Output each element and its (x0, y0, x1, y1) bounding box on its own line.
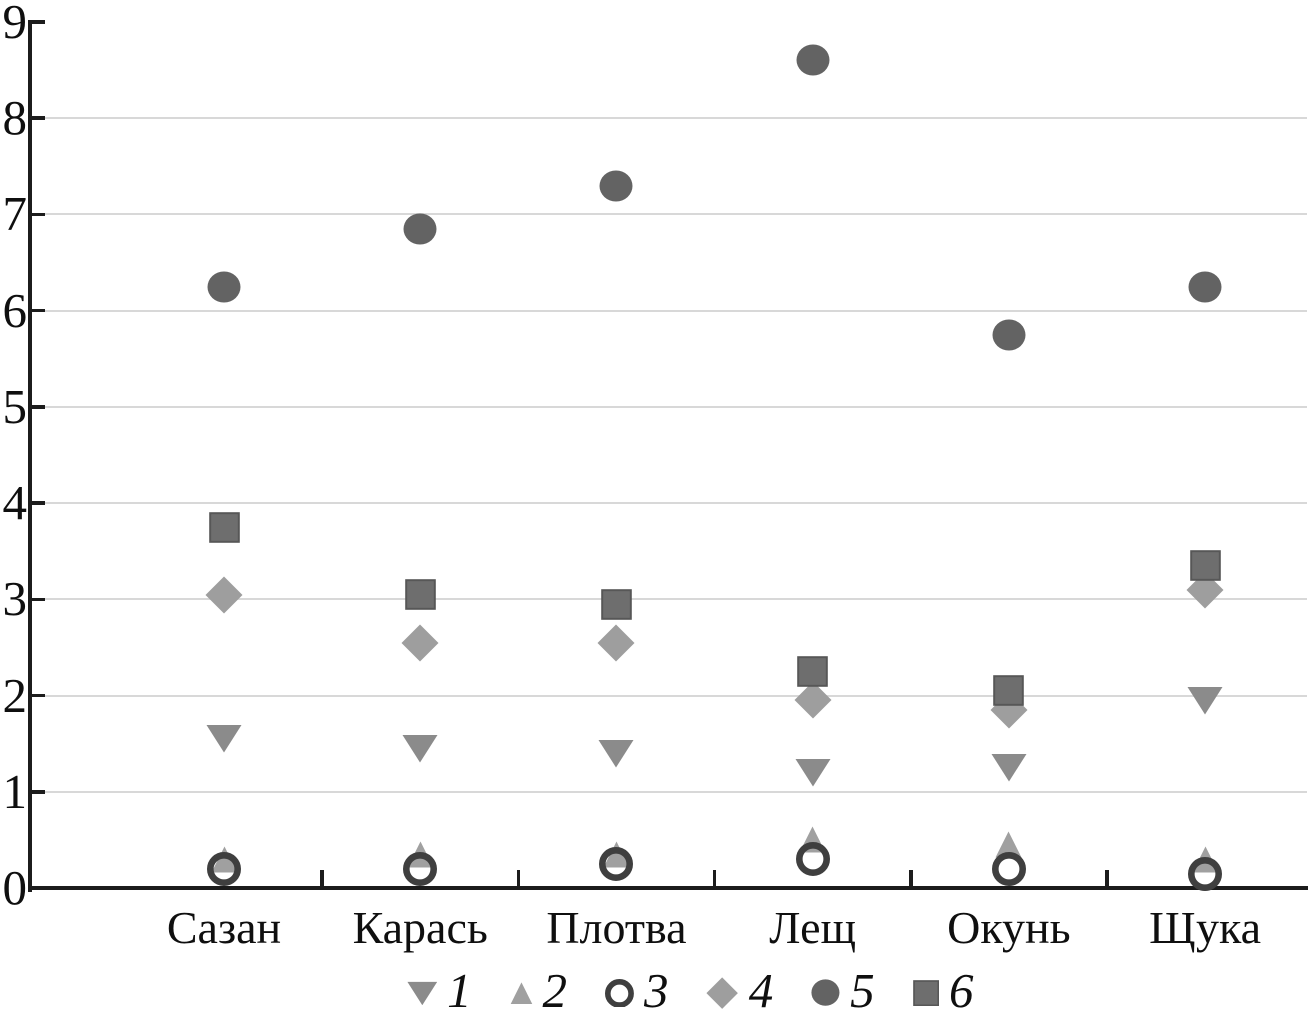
square-filled-icon (912, 979, 939, 1007)
marker-series5-cat3-circle-filled-icon (796, 44, 830, 76)
y-tick-label-8: 8 (2, 90, 28, 146)
legend-label: 3 (643, 962, 669, 1018)
y-tick-8 (31, 116, 45, 121)
gridline-3 (33, 598, 1307, 601)
y-tick-label-0: 0 (2, 860, 28, 915)
diamond-icon (706, 977, 739, 1009)
x-tick-3 (908, 870, 913, 888)
category-label-2: Плотва (546, 902, 687, 953)
marker-series4-cat3-diamond-icon (794, 681, 832, 719)
y-tick-9 (31, 20, 45, 24)
legend-item-2: 2 (510, 962, 568, 1018)
circle-filled-icon (811, 979, 840, 1007)
marker-series5-cat4-circle-filled-icon (992, 319, 1026, 351)
gridline-6 (33, 309, 1307, 312)
gridline-8 (33, 117, 1307, 120)
marker-series5-cat5-circle-filled-icon (1188, 271, 1222, 303)
category-label-1: Карась (352, 902, 488, 953)
marker-series1-cat3-triangle-down-icon (795, 758, 831, 787)
marker-series1-cat2-triangle-down-icon (598, 739, 634, 768)
legend-item-6: 6 (912, 962, 974, 1018)
legend-label: 4 (748, 962, 774, 1018)
x-tick-2 (712, 870, 717, 888)
marker-series5-cat1-circle-filled-icon (403, 213, 437, 245)
marker-series1-cat1-triangle-down-icon (402, 734, 438, 763)
y-axis-line (28, 20, 32, 892)
marker-series4-cat1-diamond-icon (401, 624, 439, 662)
x-tick-0 (320, 870, 324, 888)
y-tick-label-3: 3 (2, 571, 28, 627)
marker-series6-cat0-square-filled-icon (208, 511, 240, 543)
gridline-5 (33, 405, 1307, 408)
marker-series6-cat4-square-filled-icon (993, 675, 1025, 707)
marker-series6-cat2-square-filled-icon (601, 588, 632, 620)
y-tick-label-7: 7 (2, 186, 28, 242)
marker-series4-cat2-diamond-icon (597, 624, 635, 662)
x-tick-4 (1105, 870, 1109, 888)
x-tick-1 (516, 870, 521, 888)
marker-series3-cat0-circle-open-icon (207, 851, 241, 886)
marker-series3-cat3-circle-open-icon (795, 842, 830, 877)
y-tick-7 (31, 212, 45, 217)
marker-series3-cat4-circle-open-icon (991, 851, 1026, 886)
gridline-1 (33, 790, 1307, 793)
category-label-4: Окунь (947, 902, 1071, 953)
y-tick-2 (31, 693, 45, 698)
y-tick-1 (31, 789, 45, 794)
marker-series6-cat3-square-filled-icon (797, 656, 828, 687)
legend-item-1: 1 (406, 962, 472, 1018)
category-label-5: Щука (1149, 902, 1262, 953)
y-tick-label-2: 2 (2, 667, 28, 723)
marker-series3-cat1-circle-open-icon (403, 851, 438, 886)
marker-series4-cat0-diamond-icon (205, 576, 243, 614)
marker-series1-cat4-triangle-down-icon (991, 753, 1027, 782)
y-tick-label-5: 5 (2, 378, 28, 434)
x-axis-line (28, 886, 1308, 890)
legend: 1 2 3 4 5 6 (0, 960, 1314, 1026)
triangle-down-icon (406, 981, 438, 1006)
circle-open-icon (605, 978, 634, 1008)
gridline-2 (33, 694, 1307, 697)
y-tick-label-4: 4 (2, 475, 28, 531)
category-label-0: Сазан (166, 902, 282, 953)
marker-series6-cat1-square-filled-icon (404, 579, 436, 610)
marker-series5-cat0-circle-filled-icon (207, 271, 241, 303)
gridline-4 (33, 502, 1307, 505)
y-tick-3 (31, 597, 45, 602)
gridline-7 (33, 213, 1307, 216)
marker-series1-cat0-triangle-down-icon (206, 724, 242, 753)
y-tick-label-9: 9 (2, 0, 28, 49)
y-tick-4 (31, 501, 45, 505)
marker-series2-cat2-triangle-up-icon (603, 841, 630, 868)
y-tick-label-1: 1 (2, 763, 28, 819)
marker-series2-cat4-triangle-up-icon (995, 831, 1022, 858)
marker-series3-cat2-circle-open-icon (599, 846, 634, 881)
y-tick-label-6: 6 (2, 282, 28, 338)
legend-item-3: 3 (605, 962, 669, 1018)
marker-series6-cat5-square-filled-icon (1189, 550, 1221, 581)
legend-label: 1 (447, 962, 472, 1018)
y-tick-5 (31, 405, 45, 409)
marker-series2-cat0-triangle-up-icon (211, 846, 238, 873)
y-tick-0 (31, 886, 45, 890)
legend-label: 6 (948, 962, 974, 1018)
y-tick-6 (31, 308, 45, 313)
legend-label: 2 (542, 962, 568, 1018)
triangle-up-icon (510, 981, 533, 1005)
legend-item-4: 4 (706, 962, 774, 1018)
legend-item-5: 5 (811, 962, 875, 1018)
marker-series3-cat5-circle-open-icon (1188, 856, 1223, 891)
legend-label: 5 (850, 962, 875, 1018)
marker-series5-cat2-circle-filled-icon (599, 170, 633, 202)
category-label-3: Лещ (769, 902, 857, 953)
marker-series1-cat5-triangle-down-icon (1187, 686, 1223, 715)
